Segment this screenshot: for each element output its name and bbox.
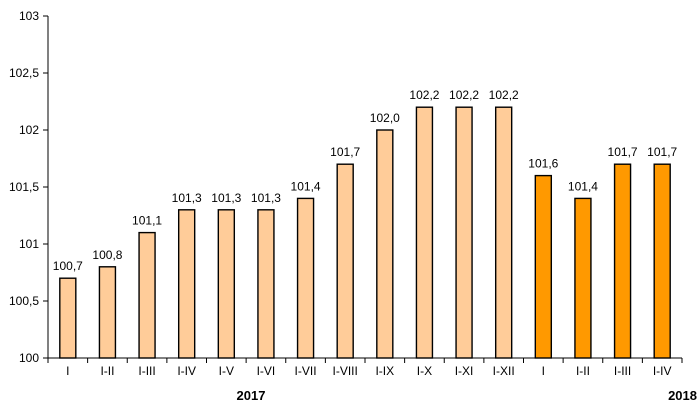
bar xyxy=(574,197,592,359)
data-label: 101,6 xyxy=(528,157,558,171)
data-label: 102,2 xyxy=(489,88,519,102)
x-axis: I I-II I-III I-IV I-V I-VI I-VII I-VIII I-IX I-X I… xyxy=(47,357,683,378)
data-label: 101,7 xyxy=(647,145,677,159)
x-tick-label: I-IX xyxy=(375,364,394,378)
bar xyxy=(336,163,354,359)
bar xyxy=(653,163,671,359)
x-tick-label: I-II xyxy=(576,364,590,378)
data-label: 100,7 xyxy=(53,259,83,273)
y-tick-label: 103 xyxy=(19,9,39,23)
y-tick-label: 102 xyxy=(19,123,39,137)
y-tick-label: 100,5 xyxy=(9,294,39,308)
year-label: 2018 xyxy=(668,388,697,403)
x-tick-label: I-V xyxy=(219,364,234,378)
bar xyxy=(376,129,394,359)
y-tick-label: 101 xyxy=(19,237,39,251)
x-tick-label: I-VII xyxy=(295,364,317,378)
data-label: 101,7 xyxy=(608,145,638,159)
bar xyxy=(415,106,434,359)
bar xyxy=(494,106,513,359)
bars xyxy=(59,106,671,359)
data-label: 101,3 xyxy=(211,191,241,205)
x-tick-label: I xyxy=(542,364,545,378)
data-label: 101,3 xyxy=(251,191,281,205)
x-tick-label: I-VI xyxy=(257,364,276,378)
data-label: 101,1 xyxy=(132,214,162,228)
data-label: 102,0 xyxy=(370,111,400,125)
x-tick-label: I-III xyxy=(138,364,155,378)
bar xyxy=(455,106,473,359)
y-tick-label: 102,5 xyxy=(9,66,39,80)
bar xyxy=(177,209,196,359)
data-label: 101,4 xyxy=(291,179,321,193)
year-label: 2017 xyxy=(237,388,266,403)
y-tick-label: 100 xyxy=(19,351,39,365)
x-tick-label: I-X xyxy=(417,364,432,378)
bar xyxy=(138,231,156,359)
bar xyxy=(98,266,117,359)
bar xyxy=(613,163,632,359)
x-tick-label: I xyxy=(66,364,69,378)
data-labels: 100,7 100,8 101,1 101,3 101,3 101,3 101,4 101,7… xyxy=(53,88,678,273)
bar xyxy=(257,209,275,359)
data-label: 101,7 xyxy=(330,145,360,159)
year-labels: 2017 2018 xyxy=(237,388,697,403)
data-label: 101,4 xyxy=(568,179,598,193)
x-tick-label: I-VIII xyxy=(333,364,358,378)
bar xyxy=(217,209,236,359)
x-tick-label: I-II xyxy=(100,364,114,378)
x-tick-label: I-XII xyxy=(493,364,515,378)
x-tick-label: I-IV xyxy=(177,364,196,378)
y-axis: 100 100,5 101 101,5 102 102,5 103 xyxy=(9,9,49,365)
bar xyxy=(59,277,77,359)
data-label: 102,2 xyxy=(409,88,439,102)
x-tick-label: I-III xyxy=(614,364,631,378)
bar xyxy=(534,174,553,359)
data-label: 100,8 xyxy=(92,248,122,262)
bar xyxy=(296,197,315,359)
data-label: 102,2 xyxy=(449,88,479,102)
data-label: 101,3 xyxy=(172,191,202,205)
x-tick-label: I-IV xyxy=(653,364,672,378)
y-tick-label: 101,5 xyxy=(9,180,39,194)
x-tick-label: I-XI xyxy=(455,364,474,378)
